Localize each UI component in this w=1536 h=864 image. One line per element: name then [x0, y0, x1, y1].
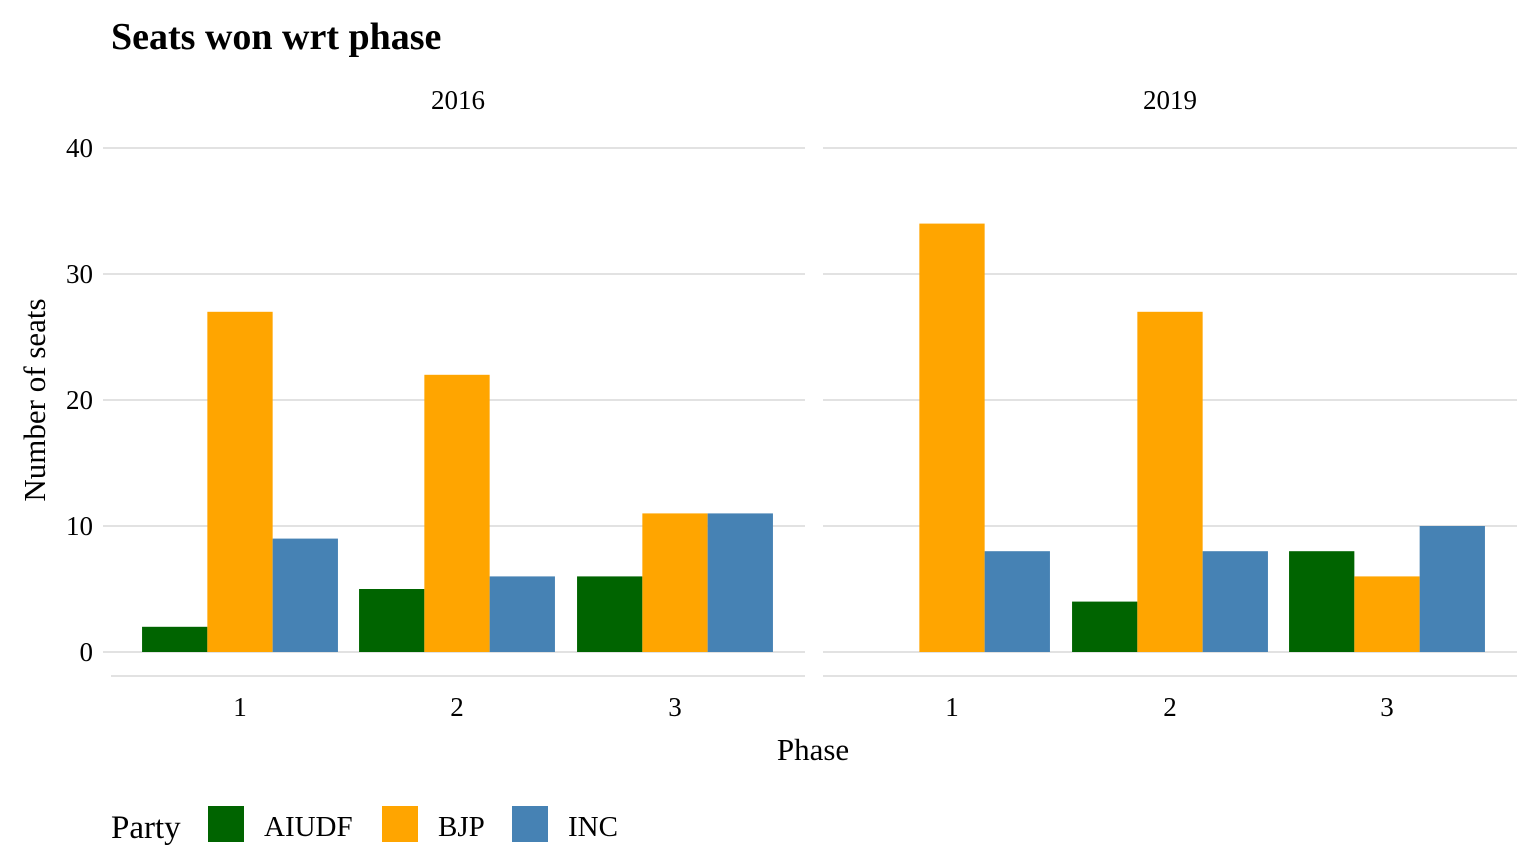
legend-label-bjp: BJP [438, 811, 485, 843]
legend-title: Party [111, 810, 181, 846]
x-tick-label: 3 [668, 692, 682, 722]
bar-inc-phase-2 [489, 576, 555, 652]
bar-aiudf-phase-3 [1289, 551, 1355, 652]
bar-inc-phase-3 [707, 513, 773, 652]
bar-aiudf-phase-1 [142, 626, 208, 652]
y-tick-label: 30 [66, 259, 93, 289]
chart-title: Seats won wrt phase [111, 16, 441, 58]
facet-panel-2019: 2019 1 2 3 [823, 85, 1517, 722]
y-tick-label: 20 [66, 385, 93, 415]
legend-key-aiudf [208, 806, 244, 842]
facet-label: 2016 [431, 85, 485, 115]
bar-bjp-phase-1 [919, 223, 985, 652]
legend: Party AIUDF BJP INC [111, 806, 618, 846]
y-tick-label: 40 [66, 133, 93, 163]
facet-panel-2016: 2016 1 2 3 [103, 85, 805, 722]
legend-label-aiudf: AIUDF [264, 811, 353, 843]
x-tick-label: 3 [1380, 692, 1394, 722]
bar-bjp-phase-1 [207, 311, 273, 652]
legend-key-bjp [382, 806, 418, 842]
bar-inc-phase-2 [1202, 551, 1268, 652]
bar-aiudf-phase-2 [359, 589, 425, 652]
bar-bjp-phase-2 [424, 374, 490, 652]
x-axis-title: Phase [777, 732, 849, 767]
y-tick-label: 0 [80, 637, 94, 667]
bar-aiudf-phase-2 [1072, 601, 1138, 652]
bar-inc-phase-1 [984, 551, 1050, 652]
x-tick-label: 2 [1163, 692, 1177, 722]
x-tick-label: 1 [945, 692, 959, 722]
bar-bjp-phase-3 [642, 513, 708, 652]
facet-label: 2019 [1143, 85, 1197, 115]
bar-bjp-phase-3 [1354, 576, 1420, 652]
bar-inc-phase-3 [1419, 526, 1485, 652]
x-tick-label: 1 [233, 692, 247, 722]
y-tick-label: 10 [66, 511, 93, 541]
y-axis-title: Number of seats [17, 298, 52, 501]
bar-bjp-phase-2 [1137, 311, 1203, 652]
bar-aiudf-phase-3 [577, 576, 643, 652]
bar-inc-phase-1 [272, 538, 338, 652]
legend-label-inc: INC [568, 811, 618, 843]
x-tick-label: 2 [450, 692, 464, 722]
legend-key-inc [512, 806, 548, 842]
